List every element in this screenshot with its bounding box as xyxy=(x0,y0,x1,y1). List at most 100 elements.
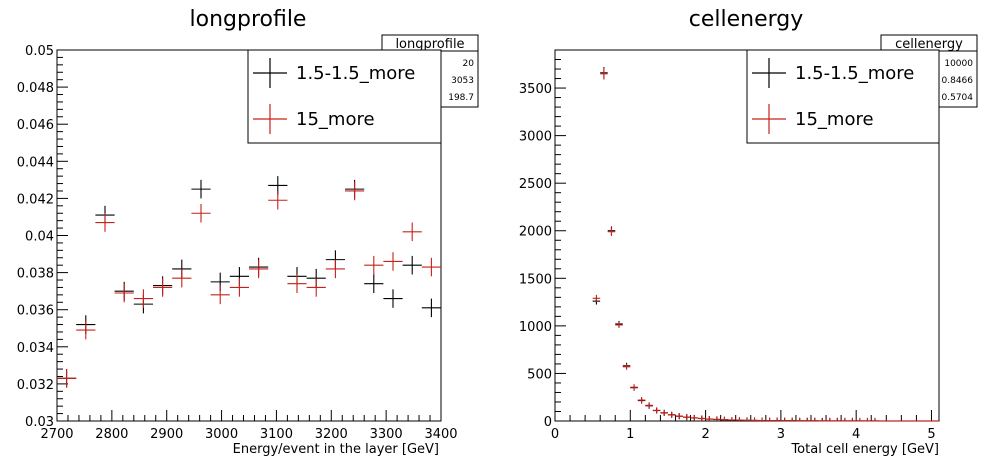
data-point xyxy=(735,417,744,421)
y-tick-label: 0.042 xyxy=(17,192,54,207)
data-point xyxy=(383,289,403,308)
data-point xyxy=(607,227,616,236)
y-tick-label: 0.048 xyxy=(17,81,54,96)
y-tick-label: 0.046 xyxy=(17,118,54,133)
data-point xyxy=(758,417,766,422)
y-tick-label: 0.032 xyxy=(17,378,54,393)
data-point xyxy=(788,417,796,422)
data-point xyxy=(600,68,608,80)
legend-marker-red xyxy=(752,104,786,134)
stats-mean: 3053 xyxy=(451,76,474,86)
data-point xyxy=(780,417,789,422)
y-tick-label: 2500 xyxy=(519,177,552,192)
data-point xyxy=(592,294,601,302)
x-tick-label: 2800 xyxy=(95,427,128,442)
x-axis-label: Energy/event in the layer [GeV] xyxy=(233,442,439,457)
y-tick-label: 0 xyxy=(544,415,552,430)
data-point xyxy=(818,417,827,422)
data-point xyxy=(191,203,211,223)
data-point xyxy=(172,268,192,288)
x-tick-label: 3000 xyxy=(205,427,238,442)
data-point xyxy=(720,416,729,421)
data-point xyxy=(690,414,699,421)
data-point xyxy=(306,278,326,297)
legend-frame xyxy=(746,49,940,144)
y-tick-label: 0.05 xyxy=(25,44,54,59)
data-point xyxy=(667,411,676,418)
axis-ticks: 2700 2800 2900 3000 3100 3200 3300 3400 0.03 0.03… xyxy=(17,44,458,442)
data-point xyxy=(750,417,759,421)
data-point xyxy=(765,417,774,422)
data-point xyxy=(675,413,683,420)
x-tick-label: 2 xyxy=(701,427,709,442)
data-point xyxy=(622,363,631,370)
data-point xyxy=(841,417,849,422)
data-point xyxy=(652,407,661,414)
data-point xyxy=(383,252,403,271)
data-point xyxy=(645,402,653,409)
x-axis-label: Total cell energy [GeV] xyxy=(790,442,939,457)
legend-label-black: 1.5-1.5_more xyxy=(795,63,914,84)
legend-label-red: 15_more xyxy=(795,109,874,130)
data-point xyxy=(421,298,441,318)
y-tick-label: 1500 xyxy=(519,272,552,287)
legend-frame xyxy=(247,49,442,144)
stats-box-title: longprofile xyxy=(395,37,464,52)
data-point xyxy=(773,417,781,422)
y-tick-label: 1000 xyxy=(519,320,552,335)
data-point xyxy=(268,190,288,210)
data-point xyxy=(57,369,77,388)
y-tick-label: 500 xyxy=(527,367,552,382)
stats-mean: 0.8466 xyxy=(942,76,974,86)
y-tick-label: 0.044 xyxy=(17,155,54,170)
data-point xyxy=(630,384,638,391)
data-point xyxy=(615,321,623,328)
stats-entries: 10000 xyxy=(944,59,973,69)
data-point xyxy=(76,320,96,340)
data-point xyxy=(871,417,879,422)
data-point xyxy=(249,259,269,279)
data-point xyxy=(364,274,384,294)
data-point xyxy=(743,417,751,421)
data-point xyxy=(728,416,736,421)
y-tick-label: 0.04 xyxy=(25,230,54,245)
data-point xyxy=(826,417,834,422)
data-point xyxy=(683,414,691,421)
longprofile-panel: longprofile 2700 2800 2900 3000 3100 3200 3300… xyxy=(17,7,479,457)
data-point xyxy=(325,259,345,279)
data-point xyxy=(191,179,211,199)
data-point xyxy=(811,417,819,422)
data-point xyxy=(833,417,842,422)
y-tick-label: 0.034 xyxy=(17,341,54,356)
data-point xyxy=(863,417,872,422)
data-point xyxy=(848,417,857,422)
x-tick-label: 3300 xyxy=(370,427,403,442)
data-point xyxy=(795,417,804,422)
data-marks xyxy=(592,67,939,422)
chart-title: longprofile xyxy=(190,7,307,32)
data-point xyxy=(153,278,173,297)
legend: 1.5-1.5_more 15_more xyxy=(746,49,940,144)
stats-box-title: cellenergy xyxy=(895,37,963,52)
data-point xyxy=(287,274,307,294)
legend-marker-red xyxy=(253,104,287,134)
data-point xyxy=(856,417,864,422)
legend: 1.5-1.5_more 15_more xyxy=(247,49,442,144)
stats-entries: 20 xyxy=(463,59,475,69)
chart-title: cellenergy xyxy=(689,7,804,32)
data-point xyxy=(345,181,365,201)
data-point xyxy=(660,409,668,416)
x-tick-label: 1 xyxy=(626,427,634,442)
axis-ticks: 0 1 2 3 4 5 0 500 1000 1500 2000 2500 3000 3500 xyxy=(519,49,936,442)
x-tick-label: 3400 xyxy=(424,427,457,442)
x-tick-label: 5 xyxy=(927,427,935,442)
legend-marker-black xyxy=(253,58,287,88)
cellenergy-panel: cellenergy 0 1 2 3 4 5 0 500 1000 1500 2000 2500 300… xyxy=(519,7,978,457)
y-tick-label: 0.036 xyxy=(17,304,54,319)
stats-std-dev: 0.5704 xyxy=(942,93,974,103)
data-point xyxy=(95,213,115,232)
x-tick-label: 2700 xyxy=(40,427,73,442)
data-point xyxy=(705,416,714,421)
x-tick-label: 2900 xyxy=(150,427,183,442)
